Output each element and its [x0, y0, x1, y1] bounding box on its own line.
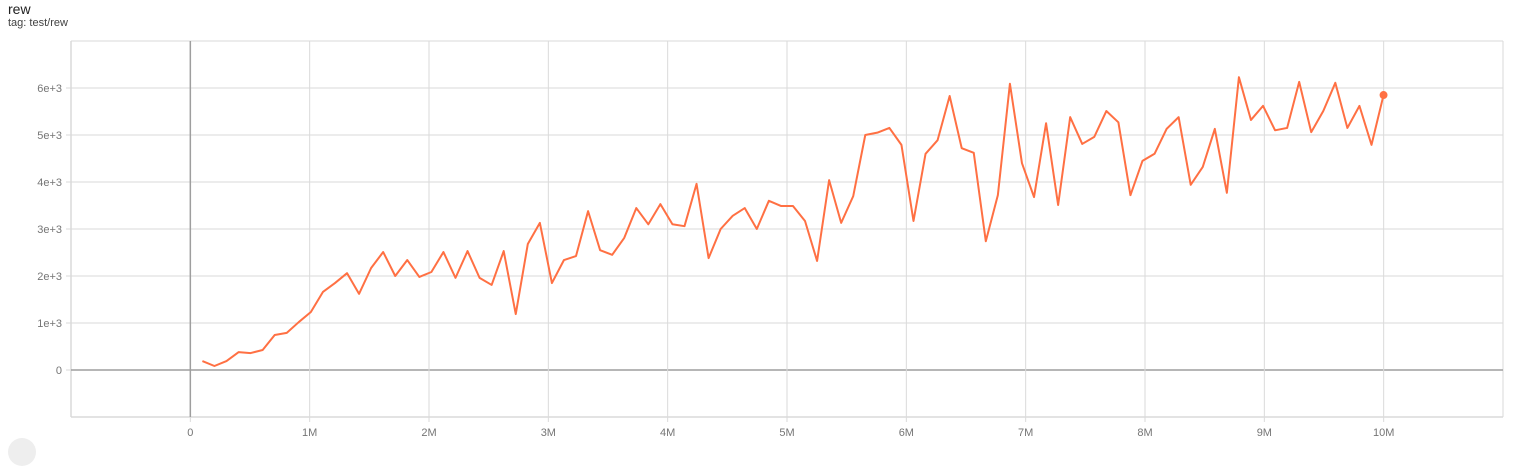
- series-line: [202, 76, 1385, 368]
- expand-button[interactable]: [8, 438, 36, 466]
- y-tick-label: 5e+3: [37, 130, 62, 142]
- x-tick-label: 6M: [899, 427, 914, 439]
- x-tick-label: 5M: [779, 427, 794, 439]
- x-tick-label: 10M: [1373, 427, 1394, 439]
- x-tick-label: 8M: [1137, 427, 1152, 439]
- y-tick-label: 2e+3: [37, 271, 62, 283]
- chart-tag: tag: test/rew: [8, 17, 68, 29]
- line-chart[interactable]: 0 1e+3 2e+3 3e+3 4e+3 5e+3 6e+3 0 1M 2M 3M 4M 5M 6M 7M…: [0, 0, 1517, 444]
- y-tick-label: 3e+3: [37, 224, 62, 236]
- x-tick-label: 2M: [421, 427, 436, 439]
- x-tick-label: 4M: [660, 427, 675, 439]
- y-tick-label: 1e+3: [37, 318, 62, 330]
- y-tick-label: 6e+3: [37, 83, 62, 95]
- x-tick-label: 7M: [1018, 427, 1033, 439]
- y-tick-label: 4e+3: [37, 177, 62, 189]
- x-tick-label: 9M: [1257, 427, 1272, 439]
- y-tick-label: 0: [56, 365, 62, 377]
- data-point: [1379, 91, 1388, 100]
- chart-title: rew: [8, 1, 31, 17]
- x-tick-label: 1M: [302, 427, 317, 439]
- x-tick-label: 3M: [541, 427, 556, 439]
- x-tick-label: 0: [187, 427, 193, 439]
